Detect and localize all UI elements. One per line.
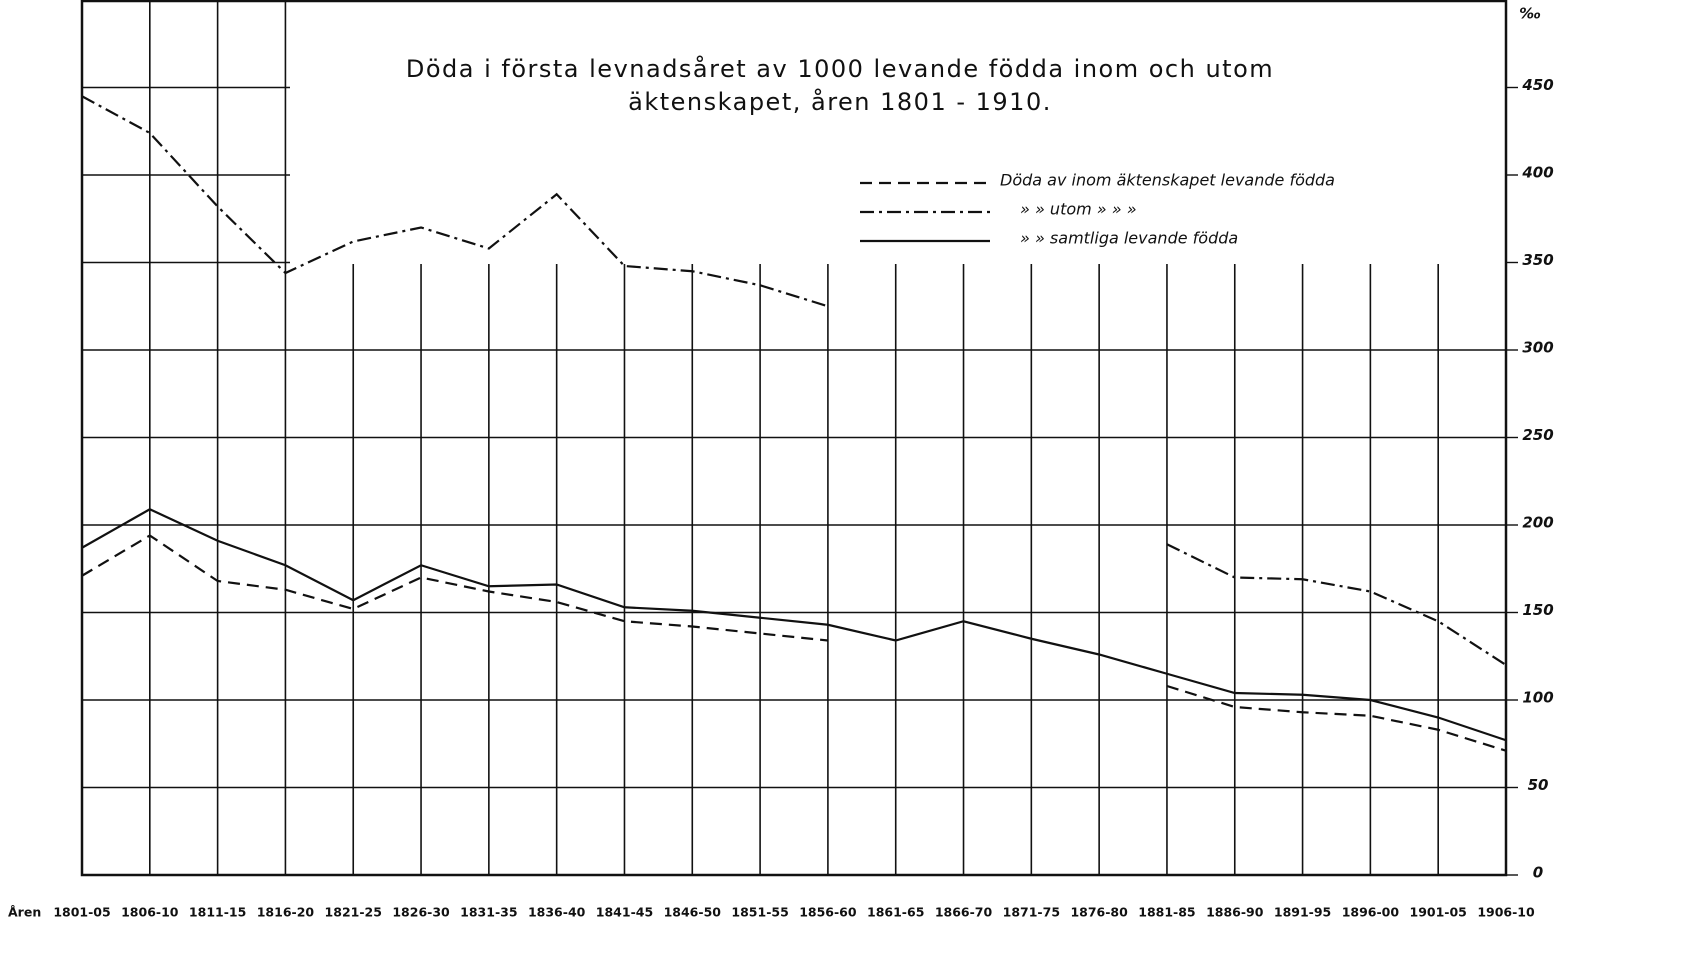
x-tick-label: 1826-30 xyxy=(392,905,450,920)
plot-frame xyxy=(80,0,1508,877)
data-line xyxy=(81,508,1507,742)
x-tick-label: 1886-90 xyxy=(1206,905,1264,920)
x-tick-label: 1866-70 xyxy=(935,905,993,920)
x-tick-label: 1851-55 xyxy=(731,905,788,920)
legend-label: » » samtliga levande födda xyxy=(1020,229,1238,248)
x-tick-label: 1846-50 xyxy=(664,905,722,920)
y-tick-label: 200 xyxy=(1522,514,1553,532)
y-tick-label: 250 xyxy=(1522,426,1553,444)
y-tick-label: 350 xyxy=(1522,251,1553,269)
chart-subtitle: äktenskapet, åren 1801 - 1910. xyxy=(628,87,1052,116)
x-tick-label: 1876-80 xyxy=(1070,905,1128,920)
y-tick-label: 300 xyxy=(1522,339,1553,357)
x-tick-label: 1856-60 xyxy=(799,905,857,920)
y-tick-label: 150 xyxy=(1522,601,1553,619)
chart-title: Döda i första levnadsåret av 1000 levand… xyxy=(406,54,1274,83)
x-tick-label: 1801-05 xyxy=(53,905,110,920)
x-tick-label: 1871-75 xyxy=(1003,905,1060,920)
x-tick-label: 1881-85 xyxy=(1138,905,1195,920)
y-axis-unit: ‰ xyxy=(1519,5,1541,23)
legend-label: » » utom » » » xyxy=(1020,200,1137,219)
x-axis-label: Åren xyxy=(8,905,41,920)
y-tick-label: 100 xyxy=(1522,689,1553,707)
y-tick-label: 0 xyxy=(1533,864,1543,882)
y-tick-label: 50 xyxy=(1528,776,1549,794)
x-tick-label: 1901-05 xyxy=(1410,905,1467,920)
x-tick-label: 1861-65 xyxy=(867,905,924,920)
x-tick-label: 1841-45 xyxy=(596,905,653,920)
data-line xyxy=(81,95,1507,666)
x-tick-label: 1891-95 xyxy=(1274,905,1331,920)
data-line xyxy=(81,534,1507,752)
x-tick-label: 1906-10 xyxy=(1477,905,1535,920)
x-tick-label: 1816-20 xyxy=(257,905,315,920)
x-tick-label: 1806-10 xyxy=(121,905,179,920)
x-tick-label: 1821-25 xyxy=(325,905,382,920)
x-tick-label: 1831-35 xyxy=(460,905,517,920)
legend-label: Döda av inom äktenskapet levande födda xyxy=(1000,171,1335,190)
x-tick-label: 1836-40 xyxy=(528,905,586,920)
x-tick-label: 1811-15 xyxy=(189,905,246,920)
title-box xyxy=(290,2,1502,264)
y-tick-label: 400 xyxy=(1521,164,1553,182)
y-tick-label: 450 xyxy=(1521,76,1553,94)
x-tick-label: 1896-00 xyxy=(1342,905,1400,920)
